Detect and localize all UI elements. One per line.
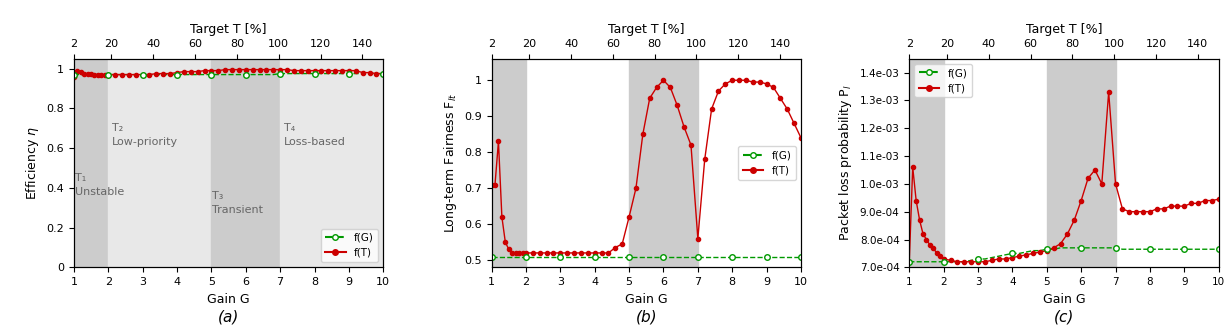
Bar	[212, 59, 281, 267]
X-axis label: Target T [%]: Target T [%]	[608, 23, 684, 37]
Bar	[629, 59, 698, 267]
X-axis label: Gain G: Gain G	[1043, 293, 1086, 305]
Text: T₁: T₁	[75, 173, 86, 183]
Bar	[74, 59, 108, 267]
X-axis label: Target T [%]: Target T [%]	[191, 23, 267, 37]
Y-axis label: Packet loss probability P$_l$: Packet loss probability P$_l$	[837, 84, 854, 242]
Bar	[281, 59, 383, 267]
Y-axis label: Efficiency $\eta$: Efficiency $\eta$	[23, 126, 41, 200]
X-axis label: Gain G: Gain G	[625, 293, 667, 305]
Bar	[1046, 59, 1115, 267]
Text: Transient: Transient	[213, 205, 263, 215]
Text: Low-priority: Low-priority	[112, 137, 177, 147]
Text: Unstable: Unstable	[75, 187, 124, 197]
Legend: f(G), f(T): f(G), f(T)	[739, 146, 795, 180]
Text: (a): (a)	[218, 309, 239, 324]
Text: T₄: T₄	[283, 123, 294, 133]
Text: (b): (b)	[635, 309, 657, 324]
Legend: f(G), f(T): f(G), f(T)	[321, 229, 378, 262]
Text: T₃: T₃	[213, 191, 224, 201]
Bar	[910, 59, 944, 267]
X-axis label: Gain G: Gain G	[207, 293, 250, 305]
Y-axis label: Long-term Fairness F$_{lt}$: Long-term Fairness F$_{lt}$	[442, 93, 458, 233]
Text: (c): (c)	[1054, 309, 1075, 324]
Bar	[491, 59, 526, 267]
X-axis label: Target T [%]: Target T [%]	[1025, 23, 1102, 37]
Text: T₂: T₂	[112, 123, 123, 133]
Legend: f(G), f(T): f(G), f(T)	[915, 64, 971, 97]
Bar	[108, 59, 212, 267]
Text: Loss-based: Loss-based	[283, 137, 346, 147]
